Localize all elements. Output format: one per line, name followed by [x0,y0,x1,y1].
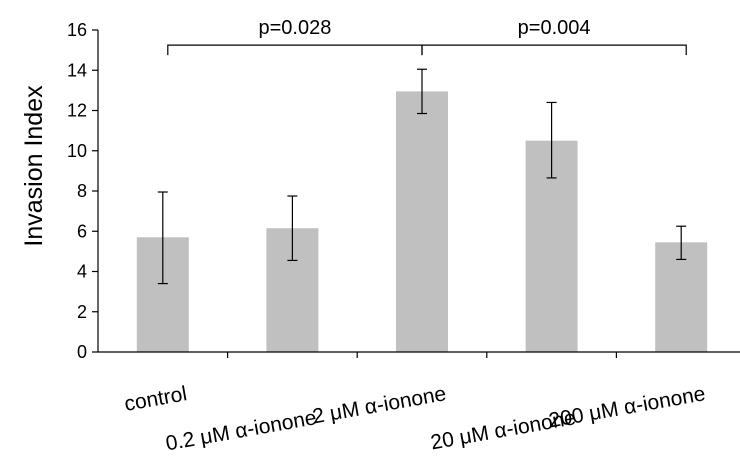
y-tick-label-0: 0 [77,342,87,362]
y-tick-label-3: 6 [77,221,87,241]
y-axis-label: Invasion Index [20,85,48,247]
p-value-label-0: p=0.028 [258,17,331,39]
significance-bracket-0 [167,44,423,56]
y-tick-label-4: 8 [77,181,87,201]
significance-bracket-1 [421,44,687,56]
category-label-0: control [123,382,189,416]
y-tick-label-6: 12 [67,101,87,121]
annotations-group: p=0.028 p=0.004 [167,17,687,56]
p-value-label-1: p=0.004 [518,17,591,39]
category-label-2: 2 μM α-ionone [311,382,448,428]
axes-group [92,29,740,358]
bar-4 [655,242,708,352]
category-label-1: 0.2 μM α-ionone [164,406,318,455]
y-tick-label-1: 2 [77,302,87,322]
bars-group [136,91,708,352]
y-tick-label-7: 14 [67,60,87,80]
y-tick-label-5: 10 [67,141,87,161]
error-bars-group [157,68,687,285]
bar-2 [396,91,448,352]
y-tick-label-2: 4 [77,262,87,282]
category-label-4: 200 μM α-ionone [547,382,707,432]
y-tick-label-8: 16 [67,20,87,40]
